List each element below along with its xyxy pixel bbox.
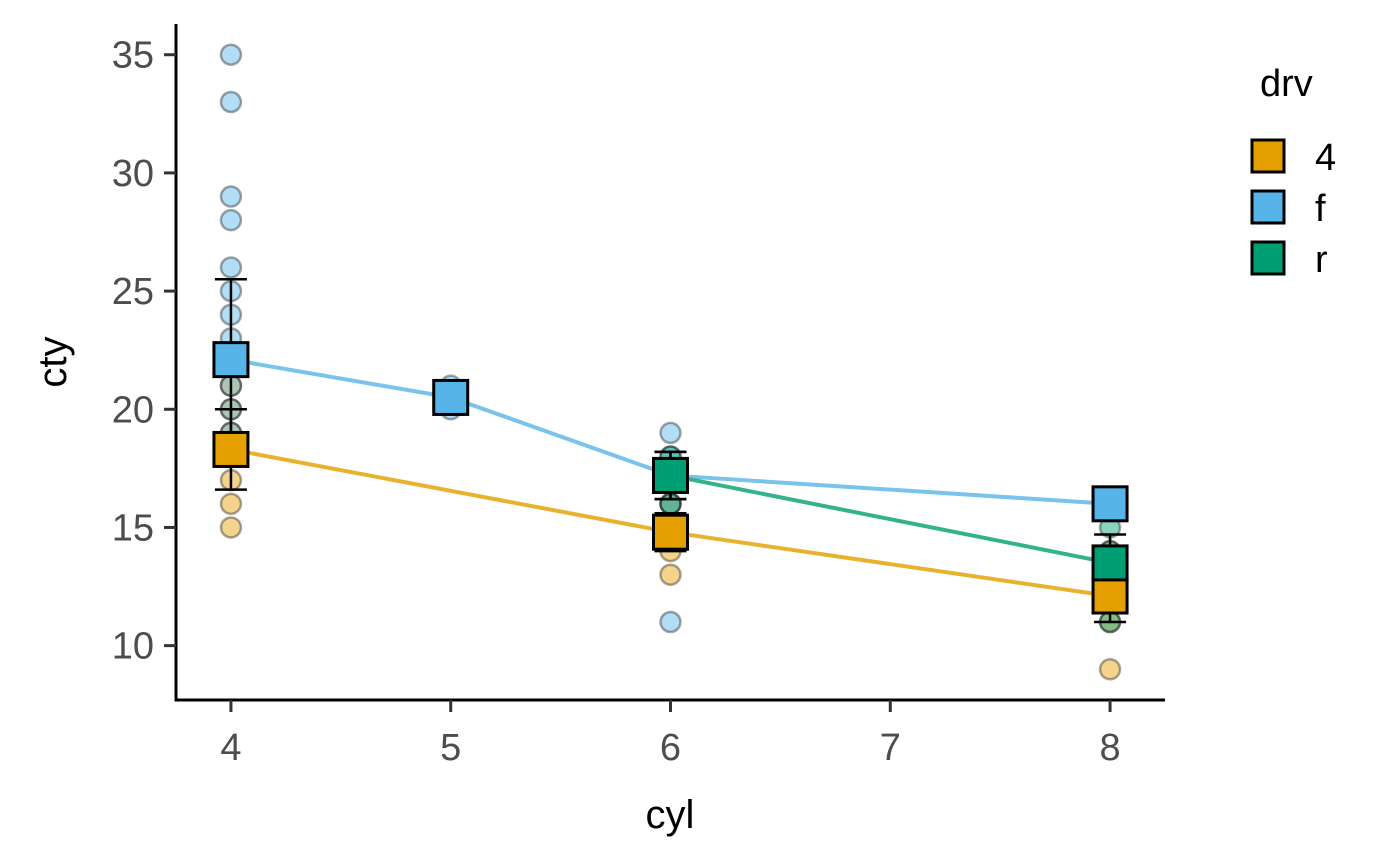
data-point-f-2 <box>219 185 243 208</box>
mean-markers-layer <box>212 341 1129 615</box>
data-point-f-3 <box>219 208 243 232</box>
legend-swatch-4 <box>1250 138 1286 174</box>
legend-label-r: r <box>1315 239 1328 281</box>
mean-marker-4-0 <box>212 430 250 468</box>
y-tick-label-30: 30 <box>112 153 154 195</box>
x-tick-label-7: 7 <box>880 727 901 769</box>
mean-marker-f-0 <box>212 341 250 379</box>
x-tick-label-5: 5 <box>440 727 461 769</box>
legend-swatch-f <box>1250 189 1286 225</box>
legend-entry-r: r <box>1250 239 1328 281</box>
mean-marker-4-2 <box>1091 577 1129 615</box>
data-point-4-7 <box>659 563 682 586</box>
y-tick-label-25: 25 <box>112 271 154 313</box>
data-point-f-15 <box>659 421 682 445</box>
mean-marker-4-1 <box>652 513 689 551</box>
legend-label-f: f <box>1315 188 1326 230</box>
data-point-4-12 <box>1098 658 1122 681</box>
data-point-f-1 <box>219 90 243 114</box>
data-point-f-19 <box>659 610 682 634</box>
legend-title: drv <box>1260 63 1313 105</box>
axes: 4 5 6 7 8 10 15 20 25 30 35 <box>112 24 1165 769</box>
y-tick-label-35: 35 <box>112 35 154 77</box>
mean-marker-f-3 <box>1091 485 1129 523</box>
x-tick-label-6: 6 <box>660 727 681 769</box>
legend-entry-4: 4 <box>1250 137 1336 179</box>
y-tick-label-15: 15 <box>112 507 154 549</box>
x-axis-title: cyl <box>646 793 695 837</box>
legend: drv 4 fr <box>1250 63 1336 281</box>
mean-line-f <box>230 357 1111 506</box>
data-point-4-1 <box>219 492 243 516</box>
legend-entry-f: f <box>1250 188 1326 230</box>
legend-swatch-r <box>1250 240 1286 276</box>
x-tick-label-4: 4 <box>220 727 241 769</box>
legend-label-4: 4 <box>1315 137 1336 179</box>
mean-marker-r-0 <box>652 456 689 494</box>
data-point-f-4 <box>219 256 243 279</box>
data-point-f-0 <box>219 43 243 66</box>
mean-marker-r-1 <box>1091 544 1129 582</box>
y-axis-title: cty <box>31 336 75 387</box>
mean-marker-f-1 <box>432 378 470 416</box>
data-point-4-0 <box>219 516 243 539</box>
y-tick-label-10: 10 <box>112 626 154 668</box>
y-tick-label-20: 20 <box>112 389 154 431</box>
points-layer <box>219 43 1122 681</box>
x-tick-label-8: 8 <box>1099 727 1120 769</box>
mean-line-r <box>670 473 1111 565</box>
